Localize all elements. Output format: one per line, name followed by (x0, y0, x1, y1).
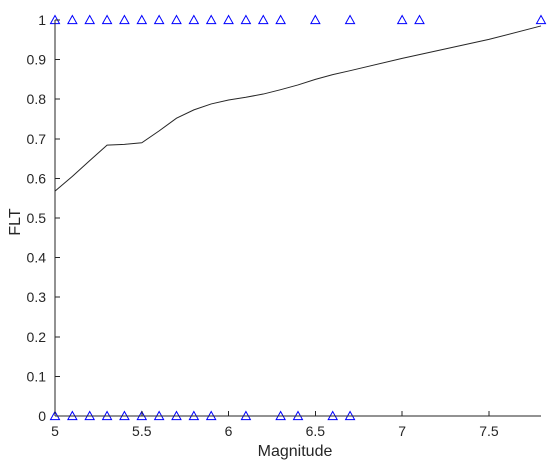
data-point-triangle (119, 14, 130, 25)
x-tick-label: 6.5 (306, 423, 326, 439)
y-tick-label: 0.6 (27, 170, 47, 186)
y-tick-label: 0.8 (27, 91, 47, 107)
y-tick-label: 0.4 (27, 250, 47, 266)
data-point-triangle (396, 14, 408, 25)
x-tick-label: 5.5 (132, 423, 152, 439)
fit-curve-line (54, 25, 542, 192)
data-point-triangle (240, 14, 252, 25)
y-tick-label: 1 (38, 12, 46, 28)
axes: 5 5.5 6 6.5 7 7.5 0 0.1 0.2 0.3 0.4 0.5 0.6 0.7 0.8 0.9… (27, 12, 541, 439)
y-tick-label: 0.1 (27, 368, 47, 384)
data-point-triangle (153, 14, 165, 25)
data-point-triangle (310, 14, 321, 25)
y-tick-label: 0 (38, 408, 46, 424)
data-point-triangle (84, 14, 96, 25)
data-point-triangle (223, 14, 234, 25)
data-point-triangle (101, 14, 113, 25)
y-tick-label: 0.5 (27, 210, 47, 226)
data-point-triangle (414, 14, 425, 25)
plot-area (49, 14, 547, 421)
data-point-triangle (344, 14, 356, 25)
y-tick-label: 0.2 (27, 329, 47, 345)
x-tick-label: 7.5 (479, 423, 499, 439)
y-axis-label: FLT (7, 208, 24, 235)
data-point-triangle (205, 14, 217, 25)
data-point-triangle (257, 14, 269, 25)
data-point-triangle (275, 14, 286, 25)
x-tick-label: 7 (398, 423, 406, 439)
data-point-triangle (67, 14, 78, 25)
data-point-triangle (535, 14, 547, 25)
data-point-triangle (136, 14, 148, 25)
x-tick-label: 6 (225, 423, 233, 439)
x-tick-label: 5 (51, 423, 59, 439)
y-tick-label: 0.9 (27, 52, 47, 68)
y-tick-label: 0.3 (27, 289, 47, 305)
data-point-triangle (171, 14, 182, 25)
y-tick-label: 0.7 (27, 131, 47, 147)
x-axis-label: Magnitude (258, 443, 333, 460)
data-point-triangle (188, 14, 200, 25)
